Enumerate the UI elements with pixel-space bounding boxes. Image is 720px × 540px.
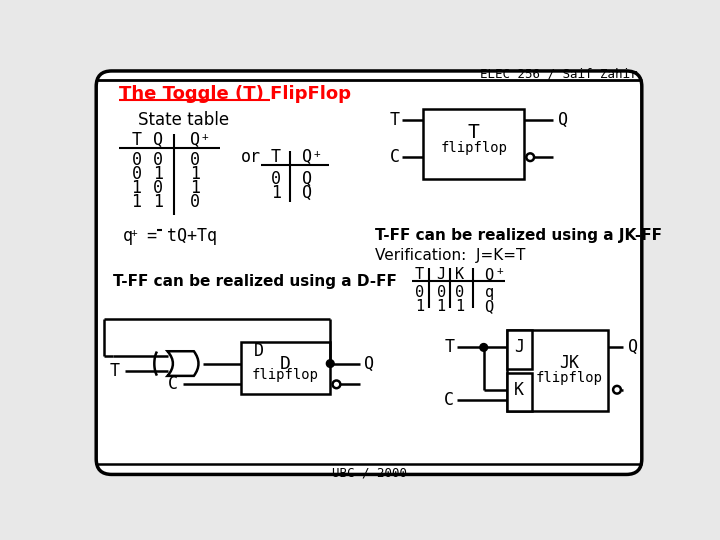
Text: C: C	[444, 391, 454, 409]
Text: T: T	[132, 131, 142, 149]
Text: +: +	[314, 149, 320, 159]
Text: UBC / 2000: UBC / 2000	[331, 467, 407, 480]
Text: = tQ+Tq: = tQ+Tq	[138, 227, 217, 245]
Text: 0: 0	[132, 165, 142, 183]
Text: Verification:  J=K=T: Verification: J=K=T	[375, 248, 526, 264]
Text: 1: 1	[153, 165, 163, 183]
Text: +: +	[496, 266, 503, 276]
PathPatch shape	[168, 351, 199, 376]
Text: D: D	[280, 355, 291, 373]
Circle shape	[526, 153, 534, 161]
Text: 1: 1	[189, 165, 199, 183]
Text: flipflop: flipflop	[252, 368, 319, 382]
Text: 1: 1	[455, 299, 464, 314]
Text: 0: 0	[455, 285, 464, 300]
Text: 0: 0	[415, 285, 424, 300]
Text: State table: State table	[138, 111, 229, 129]
Text: T: T	[415, 267, 424, 282]
Text: T-FF can be realized using a JK-FF: T-FF can be realized using a JK-FF	[375, 228, 662, 243]
Text: T-FF can be realized using a D-FF: T-FF can be realized using a D-FF	[113, 274, 397, 289]
Text: Q: Q	[485, 267, 494, 282]
Text: Q: Q	[153, 131, 163, 149]
Text: 0: 0	[189, 151, 199, 169]
Text: K: K	[514, 381, 524, 399]
Bar	[423, 110, 524, 179]
Text: The Toggle (T) FlipFlop: The Toggle (T) FlipFlop	[120, 85, 351, 103]
Text: 0: 0	[436, 285, 446, 300]
Text: Q: Q	[558, 111, 568, 129]
Bar	[507, 373, 532, 411]
Text: T: T	[390, 111, 400, 129]
Text: ELEC 256 / Saif Zahir: ELEC 256 / Saif Zahir	[480, 68, 637, 80]
Text: 1: 1	[132, 179, 142, 197]
Text: J: J	[436, 267, 446, 282]
Text: J: J	[514, 339, 524, 356]
Text: T: T	[444, 339, 454, 356]
Text: 0: 0	[132, 151, 142, 169]
Bar	[507, 330, 608, 411]
Text: Q: Q	[302, 170, 312, 188]
Text: K: K	[455, 267, 464, 282]
Text: Q: Q	[302, 184, 312, 201]
Text: T: T	[271, 148, 281, 166]
Bar	[241, 342, 330, 394]
Text: +: +	[202, 132, 208, 142]
Text: 1: 1	[153, 193, 163, 211]
Circle shape	[613, 386, 621, 394]
Text: 1: 1	[132, 193, 142, 211]
Text: 0: 0	[153, 151, 163, 169]
Text: 1: 1	[436, 299, 446, 314]
Text: 1: 1	[189, 179, 199, 197]
Text: D: D	[254, 342, 264, 360]
Text: 0: 0	[153, 179, 163, 197]
Circle shape	[333, 381, 341, 388]
Text: 0: 0	[271, 170, 281, 188]
Text: Q: Q	[189, 131, 199, 149]
Text: JK: JK	[559, 354, 579, 372]
Text: T: T	[109, 362, 120, 380]
Circle shape	[326, 360, 334, 367]
Text: or: or	[241, 148, 261, 166]
Text: Q: Q	[302, 148, 312, 166]
Text: C: C	[390, 148, 400, 166]
Text: Q: Q	[485, 299, 494, 314]
Text: q: q	[122, 227, 132, 245]
Text: T: T	[468, 123, 480, 142]
Text: +: +	[130, 228, 137, 238]
Text: Q: Q	[628, 339, 638, 356]
Text: 1: 1	[271, 184, 281, 201]
Text: C: C	[168, 375, 179, 393]
Text: q: q	[485, 285, 494, 300]
FancyBboxPatch shape	[96, 71, 642, 475]
Text: 0: 0	[189, 193, 199, 211]
Text: Q: Q	[364, 355, 374, 373]
Bar	[507, 330, 532, 369]
Text: flipflop: flipflop	[440, 141, 507, 155]
Circle shape	[480, 343, 487, 351]
Text: flipflop: flipflop	[536, 371, 603, 385]
Text: 1: 1	[415, 299, 424, 314]
